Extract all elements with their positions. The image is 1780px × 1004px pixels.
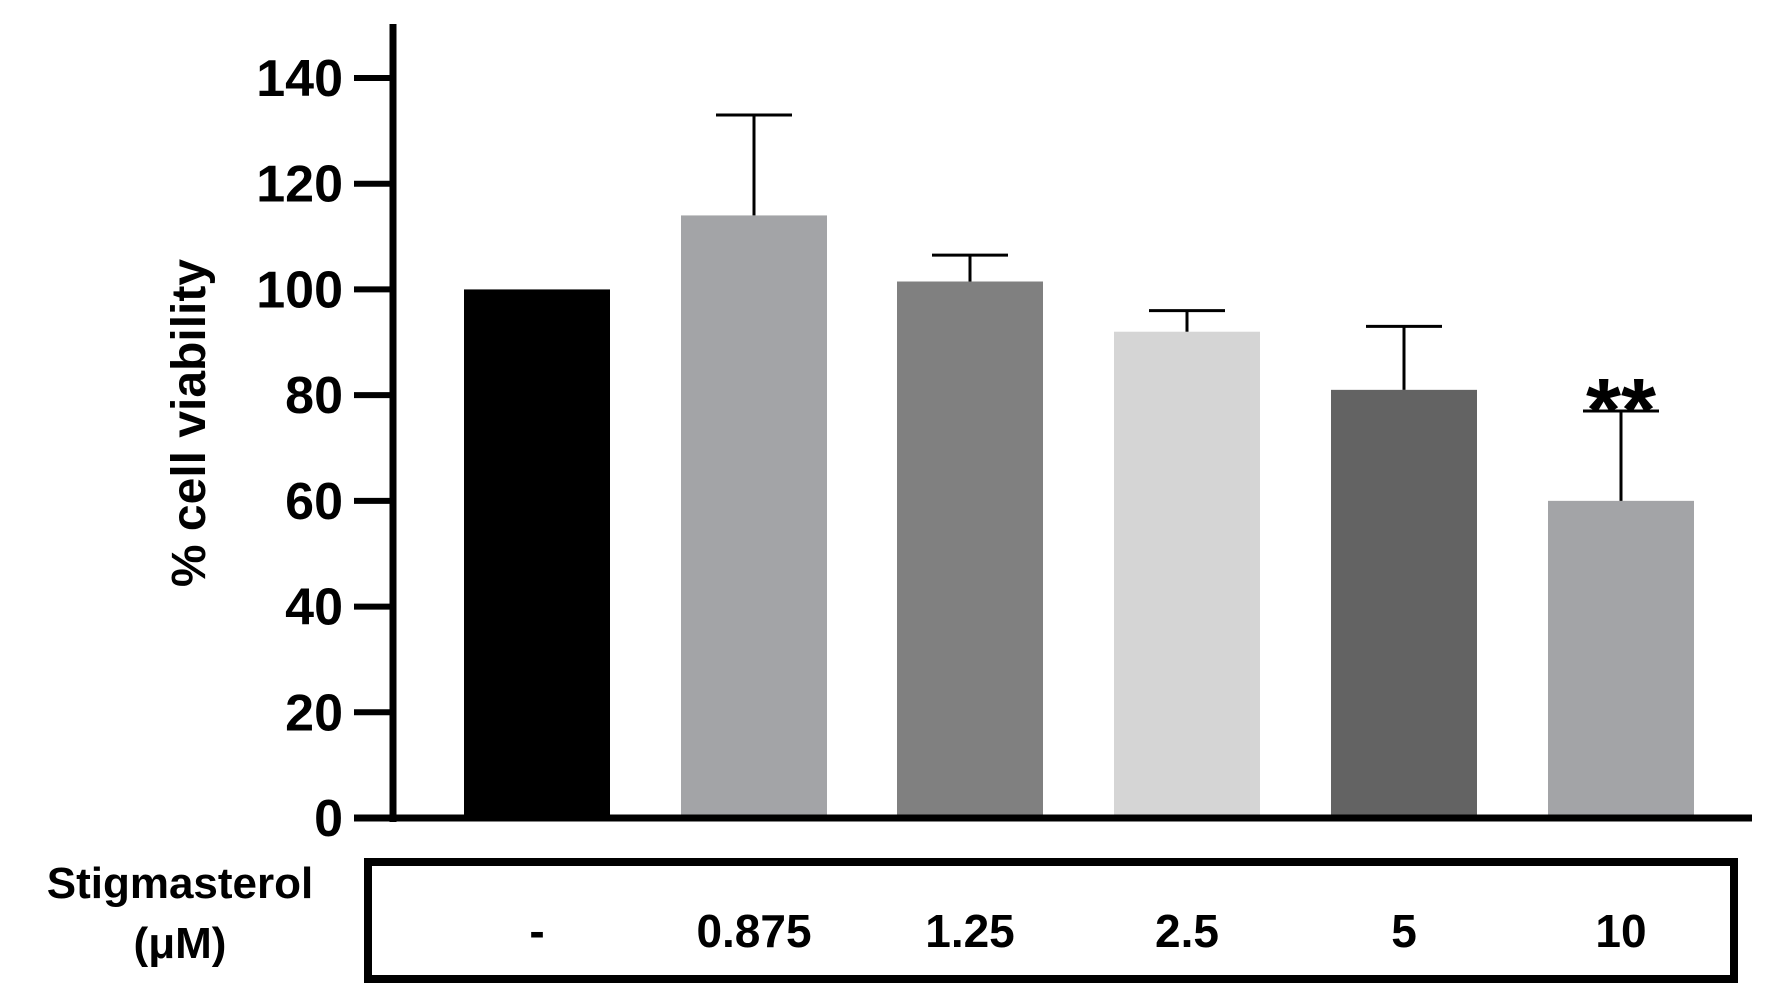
x-axis-label-line1: Stigmasterol xyxy=(47,859,314,908)
category-table-box xyxy=(364,858,1738,983)
x-tick-label-4: 5 xyxy=(1391,905,1417,957)
y-tick-label-80: 80 xyxy=(285,367,343,425)
bar-0 xyxy=(464,289,610,818)
y-tick-label-40: 40 xyxy=(285,579,343,637)
bar-4 xyxy=(1331,389,1477,818)
y-tick-label-0: 0 xyxy=(314,790,343,848)
bar-2 xyxy=(897,281,1043,818)
y-axis-label: % cell viability xyxy=(163,259,216,587)
x-tick-label-5: 10 xyxy=(1595,905,1646,957)
x-tick-label-3: 2.5 xyxy=(1155,905,1219,957)
y-tick-label-140: 140 xyxy=(256,50,343,108)
y-tick-label-20: 20 xyxy=(285,684,343,742)
x-tick-label-0: - xyxy=(529,905,544,957)
x-axis-label-line2: (μM) xyxy=(134,919,227,968)
y-tick-label-60: 60 xyxy=(285,473,343,531)
bar-3 xyxy=(1114,331,1260,818)
x-tick-label-1: 0.875 xyxy=(696,905,811,957)
y-tick-label-100: 100 xyxy=(256,261,343,319)
x-tick-label-2: 1.25 xyxy=(925,905,1015,957)
bar-1 xyxy=(681,215,827,818)
y-tick-label-120: 120 xyxy=(256,156,343,214)
bar-5 xyxy=(1548,500,1694,818)
significance-marker-0: ** xyxy=(1586,361,1656,461)
